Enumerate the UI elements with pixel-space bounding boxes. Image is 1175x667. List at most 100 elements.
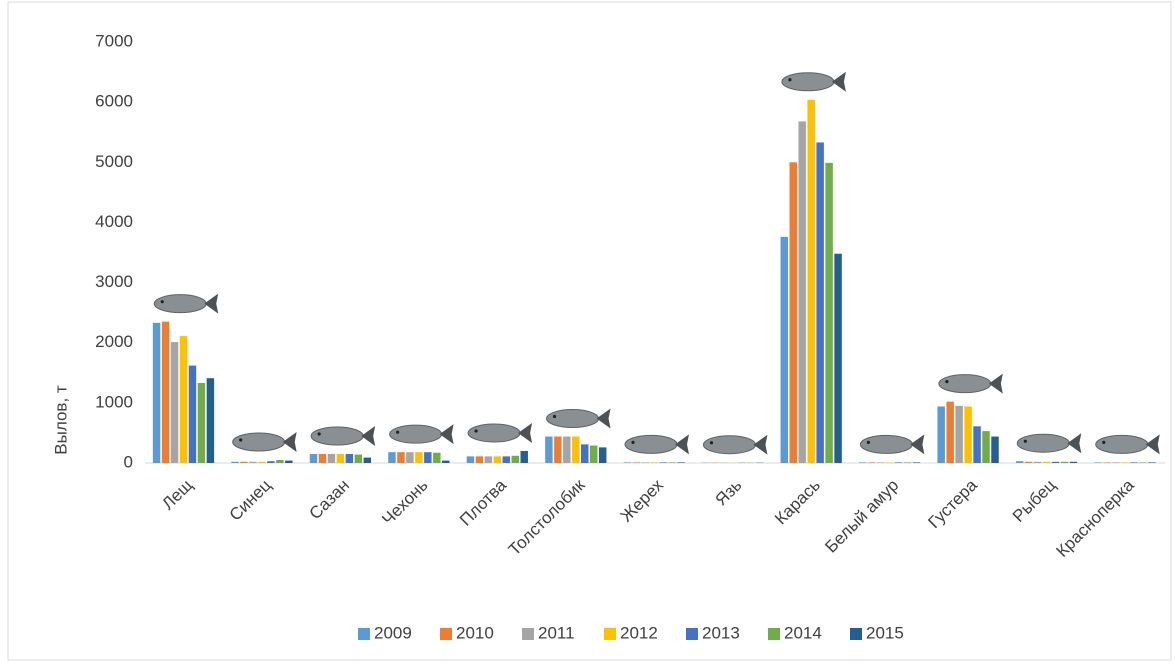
bar <box>285 461 292 463</box>
legend-swatch <box>686 628 698 640</box>
bar <box>659 462 666 463</box>
bar <box>886 462 893 463</box>
bar <box>946 402 953 463</box>
bar <box>337 454 344 463</box>
bar <box>877 462 884 463</box>
bar <box>1070 462 1077 463</box>
bar <box>859 462 866 463</box>
bar <box>485 456 492 463</box>
bar <box>1052 462 1059 463</box>
legend-label: 2015 <box>866 623 904 642</box>
y-tick-label: 2000 <box>95 332 133 351</box>
bar <box>572 437 579 463</box>
y-tick-label: 0 <box>124 452 133 471</box>
bar <box>955 406 962 463</box>
fish-icon <box>939 374 1003 394</box>
x-tick-label: Рыбец <box>1009 475 1060 526</box>
bar <box>406 452 413 463</box>
legend-label: 2012 <box>620 623 658 642</box>
bar <box>834 254 841 463</box>
legend-swatch <box>850 628 862 640</box>
bar <box>258 462 265 463</box>
bar <box>494 456 501 463</box>
bar <box>624 462 631 463</box>
bar <box>1034 462 1041 463</box>
bar <box>240 462 247 463</box>
bar <box>520 451 527 463</box>
legend-swatch <box>768 628 780 640</box>
bar <box>397 452 404 463</box>
bar <box>388 452 395 463</box>
x-tick-label: Чехонь <box>378 475 431 528</box>
bar <box>677 462 684 463</box>
bar <box>599 447 606 463</box>
bar <box>904 462 911 463</box>
bar <box>1112 462 1119 463</box>
bar <box>895 462 902 463</box>
bar <box>207 378 214 463</box>
bar <box>1094 462 1101 463</box>
bar <box>991 437 998 463</box>
bar <box>415 452 422 463</box>
bar <box>319 454 326 463</box>
fish-icon <box>547 409 611 429</box>
bar <box>1121 462 1128 463</box>
bar <box>1016 461 1023 463</box>
bar <box>503 456 510 463</box>
bar <box>913 462 920 463</box>
y-tick-label: 7000 <box>95 31 133 50</box>
x-tick-label: Белый амур <box>821 476 902 557</box>
x-tick-label: Синец <box>226 475 275 524</box>
bar <box>590 446 597 463</box>
bar <box>171 342 178 463</box>
bar <box>189 366 196 463</box>
bar <box>1139 462 1146 463</box>
bar <box>364 458 371 463</box>
bar <box>328 454 335 463</box>
fish-icon <box>782 72 846 92</box>
bar <box>982 431 989 463</box>
x-tick-label: Плотва <box>456 475 510 529</box>
legend-label: 2009 <box>374 623 412 642</box>
y-tick-label: 5000 <box>95 152 133 171</box>
bar <box>790 162 797 463</box>
bar <box>545 437 552 463</box>
bar <box>267 461 274 463</box>
bar <box>807 100 814 463</box>
legend-label: 2014 <box>784 623 822 642</box>
fish-icon <box>860 434 924 454</box>
bar <box>868 462 875 463</box>
legend-swatch <box>358 628 370 640</box>
bar <box>276 460 283 463</box>
bar <box>249 462 256 463</box>
bar <box>162 322 169 463</box>
bar <box>231 462 238 463</box>
fish-icon <box>625 434 689 454</box>
x-tick-label: Сазан <box>306 476 354 524</box>
fish-icon <box>311 426 375 446</box>
y-axis-title: Вылов, т <box>51 385 70 455</box>
legend-label: 2011 <box>538 623 575 642</box>
bar <box>433 453 440 463</box>
bar <box>554 437 561 463</box>
bar <box>1061 462 1068 463</box>
bar <box>937 406 944 463</box>
bar <box>1025 462 1032 463</box>
fish-icon <box>154 294 218 314</box>
bar <box>346 454 353 463</box>
bar <box>651 462 658 463</box>
bar <box>442 461 449 463</box>
bar <box>973 426 980 463</box>
bar <box>816 142 823 463</box>
legend-label: 2013 <box>702 623 740 642</box>
fish-icon <box>703 435 767 455</box>
x-tick-label: Густера <box>924 475 981 532</box>
x-tick-label: Красноперка <box>1053 475 1139 561</box>
legend-swatch <box>440 628 452 640</box>
bar <box>310 454 317 463</box>
x-tick-label: Жерех <box>617 475 668 526</box>
bar <box>180 336 187 463</box>
bar <box>512 456 519 463</box>
legend-swatch <box>522 628 534 640</box>
chart-frame <box>8 2 1171 660</box>
